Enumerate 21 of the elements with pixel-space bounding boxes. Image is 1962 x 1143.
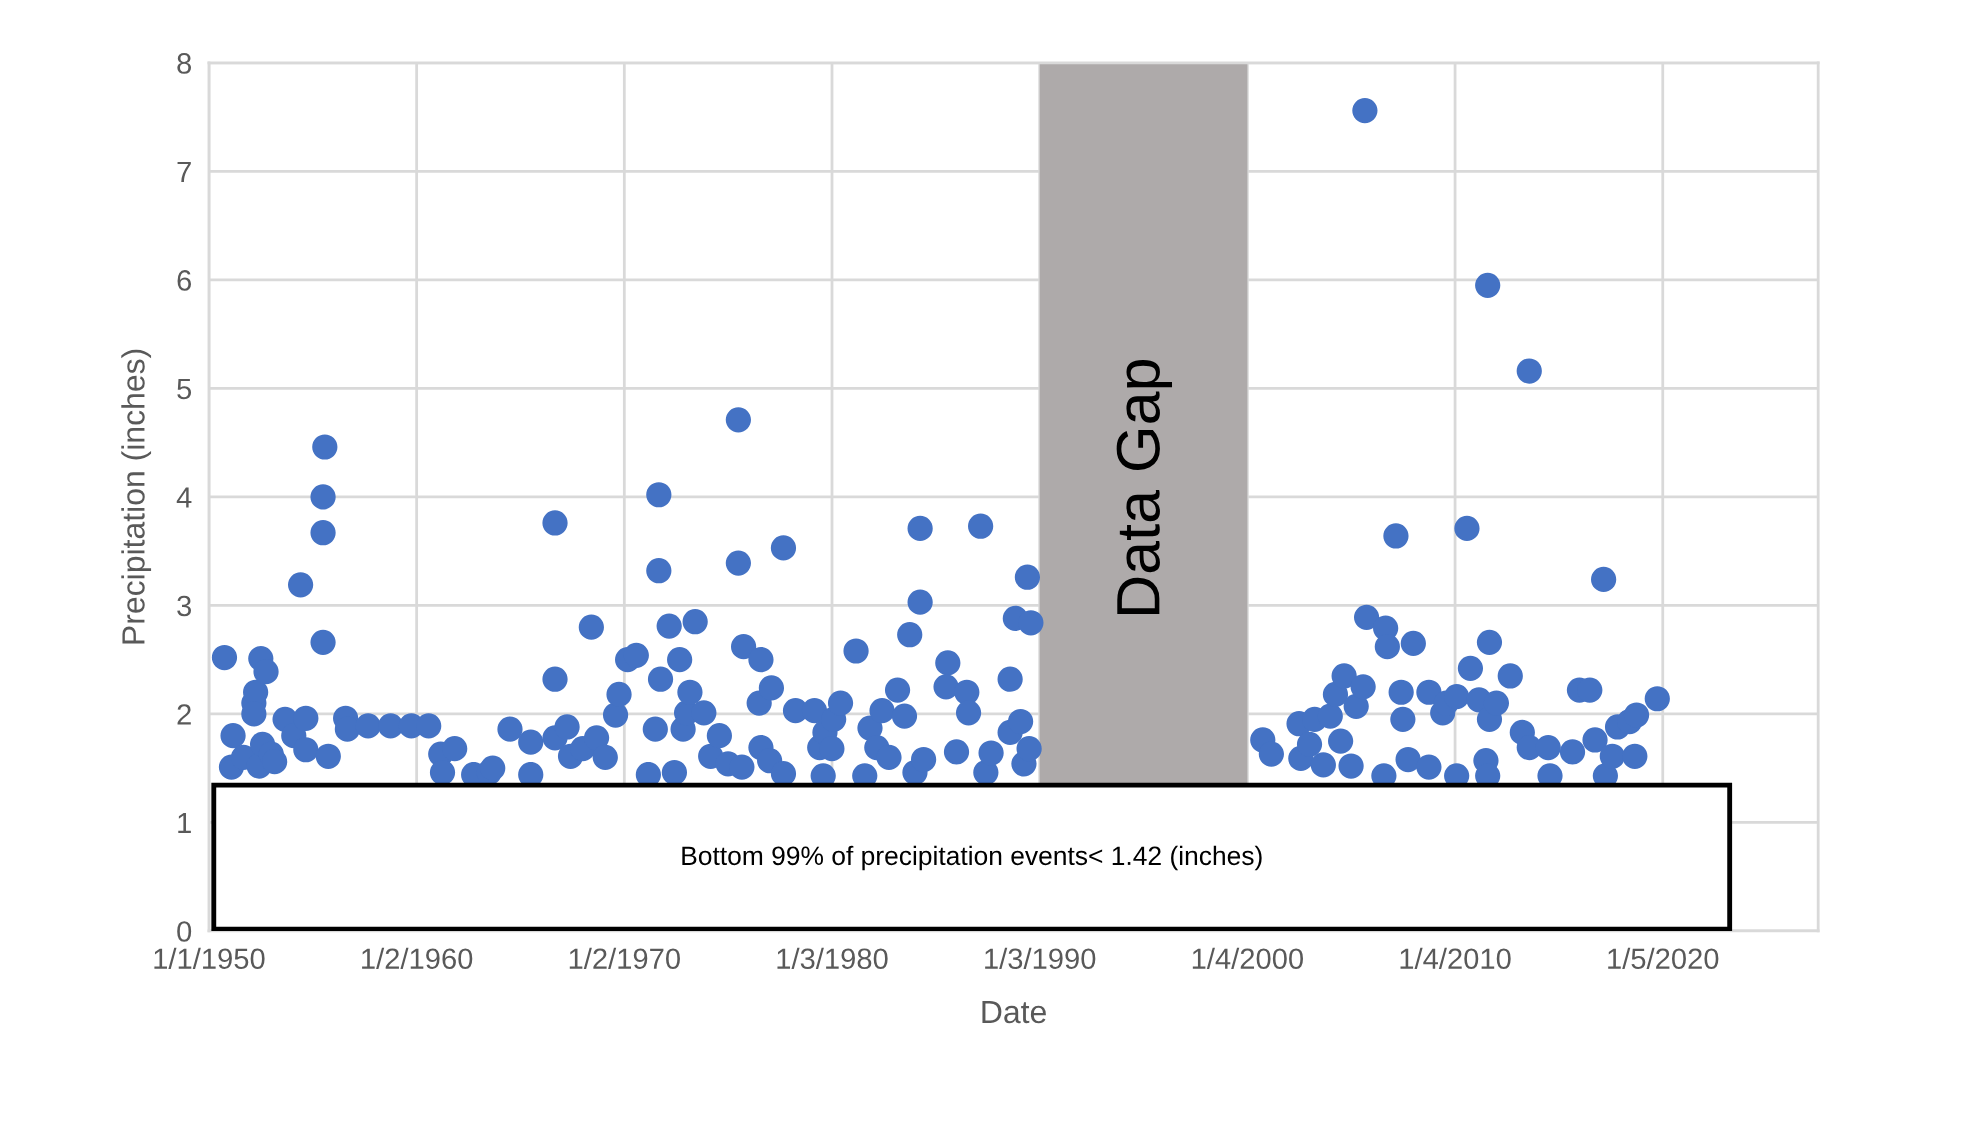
x-tick-label: 1/4/2000 [1192, 947, 1304, 970]
y-tick-label: 7 [177, 161, 191, 182]
y-tick-label: 0 [177, 921, 192, 942]
x-tick-label: 1/1/1950 [154, 947, 265, 970]
y-tick-label: 3 [177, 595, 192, 617]
y-tick-label: 4 [176, 487, 192, 508]
x-tick-label: 1/2/1960 [362, 947, 473, 970]
x-axis-title: Date [982, 1001, 1046, 1024]
y-tick-label: 2 [177, 704, 191, 725]
band-label: Data Gap [1116, 360, 1173, 614]
y-tick-label: 5 [177, 378, 192, 400]
y-tick-label: 6 [177, 270, 192, 291]
x-tick-label: 1/5/2020 [1608, 947, 1719, 970]
x-tick-label: 1/3/1980 [777, 947, 888, 970]
x-tick-label: 1/4/2010 [1400, 947, 1511, 970]
y-axis-title: Precipitation (inches) [121, 349, 152, 644]
y-tick-label: 8 [177, 53, 192, 74]
x-tick-label: 1/2/1970 [569, 947, 680, 970]
y-tick-label: 1 [178, 812, 191, 834]
annotation: Bottom 99% of precipitation events< 1.42 (inches) [682, 845, 1262, 871]
x-tick-label: 1/3/1990 [985, 947, 1096, 970]
